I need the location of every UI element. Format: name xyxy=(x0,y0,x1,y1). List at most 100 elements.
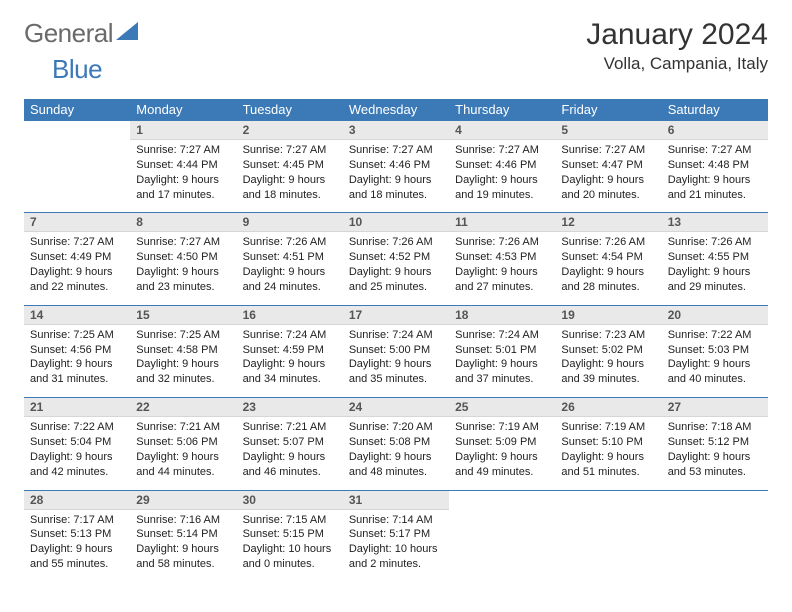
sunset-text: Sunset: 5:08 PM xyxy=(349,435,443,450)
calendar-cell: 23Sunrise: 7:21 AMSunset: 5:07 PMDayligh… xyxy=(237,398,343,490)
day-details: Sunrise: 7:27 AMSunset: 4:49 PMDaylight:… xyxy=(24,232,130,304)
sunset-text: Sunset: 4:52 PM xyxy=(349,250,443,265)
weekday-header: Thursday xyxy=(449,99,555,121)
sunrise-text: Sunrise: 7:22 AM xyxy=(668,328,762,343)
day-details: Sunrise: 7:22 AMSunset: 5:04 PMDaylight:… xyxy=(24,417,130,489)
calendar-cell: 11Sunrise: 7:26 AMSunset: 4:53 PMDayligh… xyxy=(449,213,555,305)
day-number: 25 xyxy=(449,398,555,417)
day-details: Sunrise: 7:19 AMSunset: 5:10 PMDaylight:… xyxy=(555,417,661,489)
calendar-cell: 14Sunrise: 7:25 AMSunset: 4:56 PMDayligh… xyxy=(24,305,130,397)
sunrise-text: Sunrise: 7:27 AM xyxy=(455,143,549,158)
sunrise-text: Sunrise: 7:24 AM xyxy=(243,328,337,343)
daylight-text: Daylight: 9 hours and 32 minutes. xyxy=(136,357,230,387)
sunset-text: Sunset: 4:47 PM xyxy=(561,158,655,173)
sunrise-text: Sunrise: 7:19 AM xyxy=(561,420,655,435)
calendar-cell: 5Sunrise: 7:27 AMSunset: 4:47 PMDaylight… xyxy=(555,121,661,213)
calendar-cell: .. xyxy=(662,490,768,582)
day-details: Sunrise: 7:27 AMSunset: 4:44 PMDaylight:… xyxy=(130,140,236,212)
weekday-header: Sunday xyxy=(24,99,130,121)
sunset-text: Sunset: 4:46 PM xyxy=(349,158,443,173)
day-number: 23 xyxy=(237,398,343,417)
day-details: Sunrise: 7:27 AMSunset: 4:50 PMDaylight:… xyxy=(130,232,236,304)
daylight-text: Daylight: 9 hours and 31 minutes. xyxy=(30,357,124,387)
sunset-text: Sunset: 5:13 PM xyxy=(30,527,124,542)
day-number: 11 xyxy=(449,213,555,232)
logo-triangle-icon xyxy=(116,22,138,45)
day-details: Sunrise: 7:26 AMSunset: 4:53 PMDaylight:… xyxy=(449,232,555,304)
daylight-text: Daylight: 9 hours and 17 minutes. xyxy=(136,173,230,203)
day-number: 20 xyxy=(662,306,768,325)
day-number: 28 xyxy=(24,491,130,510)
calendar-cell: 9Sunrise: 7:26 AMSunset: 4:51 PMDaylight… xyxy=(237,213,343,305)
day-details: Sunrise: 7:24 AMSunset: 5:01 PMDaylight:… xyxy=(449,325,555,397)
sunset-text: Sunset: 4:51 PM xyxy=(243,250,337,265)
calendar-cell: 2Sunrise: 7:27 AMSunset: 4:45 PMDaylight… xyxy=(237,121,343,213)
daylight-text: Daylight: 9 hours and 25 minutes. xyxy=(349,265,443,295)
sunrise-text: Sunrise: 7:27 AM xyxy=(668,143,762,158)
calendar-cell: 29Sunrise: 7:16 AMSunset: 5:14 PMDayligh… xyxy=(130,490,236,582)
month-title: January 2024 xyxy=(586,18,768,52)
calendar-cell: 21Sunrise: 7:22 AMSunset: 5:04 PMDayligh… xyxy=(24,398,130,490)
day-number: 1 xyxy=(130,121,236,140)
daylight-text: Daylight: 9 hours and 34 minutes. xyxy=(243,357,337,387)
sunrise-text: Sunrise: 7:24 AM xyxy=(455,328,549,343)
sunset-text: Sunset: 5:06 PM xyxy=(136,435,230,450)
daylight-text: Daylight: 9 hours and 55 minutes. xyxy=(30,542,124,572)
sunset-text: Sunset: 4:46 PM xyxy=(455,158,549,173)
sunrise-text: Sunrise: 7:27 AM xyxy=(561,143,655,158)
sunrise-text: Sunrise: 7:22 AM xyxy=(30,420,124,435)
sunrise-text: Sunrise: 7:14 AM xyxy=(349,513,443,528)
calendar-row: 21Sunrise: 7:22 AMSunset: 5:04 PMDayligh… xyxy=(24,398,768,490)
day-number: 5 xyxy=(555,121,661,140)
day-number: 17 xyxy=(343,306,449,325)
sunset-text: Sunset: 4:56 PM xyxy=(30,343,124,358)
day-number: 29 xyxy=(130,491,236,510)
day-number: 14 xyxy=(24,306,130,325)
sunrise-text: Sunrise: 7:27 AM xyxy=(349,143,443,158)
weekday-header: Saturday xyxy=(662,99,768,121)
daylight-text: Daylight: 9 hours and 20 minutes. xyxy=(561,173,655,203)
day-number: 21 xyxy=(24,398,130,417)
day-details: Sunrise: 7:26 AMSunset: 4:54 PMDaylight:… xyxy=(555,232,661,304)
day-number: 19 xyxy=(555,306,661,325)
day-details: Sunrise: 7:17 AMSunset: 5:13 PMDaylight:… xyxy=(24,510,130,582)
daylight-text: Daylight: 10 hours and 2 minutes. xyxy=(349,542,443,572)
sunrise-text: Sunrise: 7:27 AM xyxy=(136,235,230,250)
day-details: Sunrise: 7:27 AMSunset: 4:46 PMDaylight:… xyxy=(343,140,449,212)
sunset-text: Sunset: 4:49 PM xyxy=(30,250,124,265)
day-details: Sunrise: 7:14 AMSunset: 5:17 PMDaylight:… xyxy=(343,510,449,582)
daylight-text: Daylight: 9 hours and 49 minutes. xyxy=(455,450,549,480)
calendar-cell: 22Sunrise: 7:21 AMSunset: 5:06 PMDayligh… xyxy=(130,398,236,490)
day-details: Sunrise: 7:23 AMSunset: 5:02 PMDaylight:… xyxy=(555,325,661,397)
calendar-cell: 27Sunrise: 7:18 AMSunset: 5:12 PMDayligh… xyxy=(662,398,768,490)
daylight-text: Daylight: 9 hours and 23 minutes. xyxy=(136,265,230,295)
sunset-text: Sunset: 4:44 PM xyxy=(136,158,230,173)
day-number: 4 xyxy=(449,121,555,140)
sunset-text: Sunset: 5:02 PM xyxy=(561,343,655,358)
daylight-text: Daylight: 9 hours and 44 minutes. xyxy=(136,450,230,480)
day-number: 22 xyxy=(130,398,236,417)
calendar-cell: 17Sunrise: 7:24 AMSunset: 5:00 PMDayligh… xyxy=(343,305,449,397)
calendar-cell: .. xyxy=(24,121,130,213)
sunset-text: Sunset: 5:10 PM xyxy=(561,435,655,450)
sunrise-text: Sunrise: 7:18 AM xyxy=(668,420,762,435)
day-details: Sunrise: 7:20 AMSunset: 5:08 PMDaylight:… xyxy=(343,417,449,489)
calendar-cell: 25Sunrise: 7:19 AMSunset: 5:09 PMDayligh… xyxy=(449,398,555,490)
daylight-text: Daylight: 9 hours and 35 minutes. xyxy=(349,357,443,387)
daylight-text: Daylight: 9 hours and 18 minutes. xyxy=(349,173,443,203)
day-details: Sunrise: 7:27 AMSunset: 4:48 PMDaylight:… xyxy=(662,140,768,212)
day-details: Sunrise: 7:26 AMSunset: 4:52 PMDaylight:… xyxy=(343,232,449,304)
sunset-text: Sunset: 4:48 PM xyxy=(668,158,762,173)
sunset-text: Sunset: 4:54 PM xyxy=(561,250,655,265)
sunset-text: Sunset: 5:17 PM xyxy=(349,527,443,542)
sunrise-text: Sunrise: 7:19 AM xyxy=(455,420,549,435)
sunset-text: Sunset: 5:07 PM xyxy=(243,435,337,450)
day-details: Sunrise: 7:27 AMSunset: 4:47 PMDaylight:… xyxy=(555,140,661,212)
calendar-cell: 28Sunrise: 7:17 AMSunset: 5:13 PMDayligh… xyxy=(24,490,130,582)
daylight-text: Daylight: 9 hours and 28 minutes. xyxy=(561,265,655,295)
sunset-text: Sunset: 5:14 PM xyxy=(136,527,230,542)
logo-word-1: General xyxy=(24,18,113,49)
weekday-header: Wednesday xyxy=(343,99,449,121)
day-number: 15 xyxy=(130,306,236,325)
sunset-text: Sunset: 5:03 PM xyxy=(668,343,762,358)
